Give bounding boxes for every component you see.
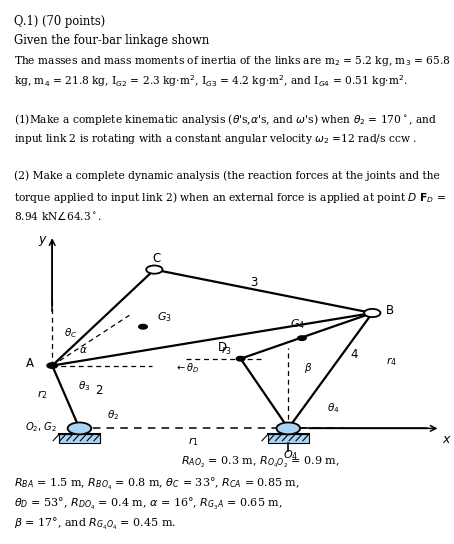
Text: $\leftarrow\theta_D$: $\leftarrow\theta_D$ — [175, 361, 200, 375]
Text: B: B — [386, 304, 394, 317]
Text: (1)Make a complete kinematic analysis ($\theta$'s,$\alpha$'s, and $\omega$'s) wh: (1)Make a complete kinematic analysis ($… — [14, 112, 437, 127]
Text: Given the four-bar linkage shown: Given the four-bar linkage shown — [14, 34, 209, 47]
Text: 3: 3 — [251, 276, 258, 289]
Text: D: D — [218, 341, 227, 354]
Text: $O_4$: $O_4$ — [283, 448, 298, 462]
Circle shape — [47, 363, 57, 368]
Bar — [268, 434, 309, 443]
Text: 4: 4 — [350, 348, 358, 361]
Text: $r_3$: $r_3$ — [222, 344, 232, 357]
Text: $R_{BA}$ = 1.5 m, $R_{BO_4}$ = 0.8 m, $\theta_C$ = 33°, $R_{CA}$ = 0.85 m,: $R_{BA}$ = 1.5 m, $R_{BO_4}$ = 0.8 m, $\… — [14, 475, 299, 492]
Text: 8.94 kN$\angle$64.3$^\circ$.: 8.94 kN$\angle$64.3$^\circ$. — [14, 209, 102, 222]
Text: The masses and mass moments of inertia of the links are m$_2$ = 5.2 kg, m$_3$ = : The masses and mass moments of inertia o… — [14, 54, 450, 68]
Text: $\theta_4$: $\theta_4$ — [327, 401, 340, 415]
Text: $\theta_C$: $\theta_C$ — [64, 327, 77, 341]
Text: C: C — [153, 252, 161, 265]
Text: A: A — [26, 357, 34, 370]
Text: input link 2 is rotating with a constant angular velocity $\omega_2$ =12 rad/s c: input link 2 is rotating with a constant… — [14, 132, 417, 146]
Circle shape — [139, 325, 147, 329]
Text: kg, m$_4$ = 21.8 kg, I$_{G2}$ = 2.3 kg$\cdot$m$^2$, I$_{G3}$ = 4.2 kg$\cdot$m$^2: kg, m$_4$ = 21.8 kg, I$_{G2}$ = 2.3 kg$\… — [14, 73, 407, 89]
Text: y: y — [38, 233, 45, 246]
Text: $O_2$, $G_2$: $O_2$, $G_2$ — [25, 421, 57, 434]
Circle shape — [276, 423, 300, 434]
Text: x: x — [443, 433, 450, 446]
Text: $r_4$: $r_4$ — [386, 355, 397, 368]
Text: $\beta$: $\beta$ — [304, 361, 312, 375]
Text: Q.1) (70 points): Q.1) (70 points) — [14, 15, 105, 28]
Text: $\theta_D$ = 53°, $R_{DO_4}$ = 0.4 m, $\alpha$ = 16°, $R_{G_3A}$ = 0.65 m,: $\theta_D$ = 53°, $R_{DO_4}$ = 0.4 m, $\… — [14, 496, 282, 512]
Circle shape — [364, 309, 380, 317]
Text: $\beta$ = 17°, and $R_{G_4O_4}$ = 0.45 m.: $\beta$ = 17°, and $R_{G_4O_4}$ = 0.45 m… — [14, 516, 176, 533]
Text: $G_3$: $G_3$ — [157, 311, 172, 324]
Text: $G_4$: $G_4$ — [290, 318, 305, 331]
Circle shape — [298, 336, 306, 340]
Text: $r_1$: $r_1$ — [188, 435, 198, 448]
Bar — [59, 434, 100, 443]
Circle shape — [68, 423, 91, 434]
Text: $\theta_3$: $\theta_3$ — [78, 379, 90, 393]
Text: $\alpha$: $\alpha$ — [79, 344, 88, 355]
Text: (2) Make a complete dynamic analysis (the reaction forces at the joints and the: (2) Make a complete dynamic analysis (th… — [14, 170, 439, 181]
Text: 2: 2 — [95, 384, 103, 397]
Text: $\theta_2$: $\theta_2$ — [107, 408, 119, 422]
Circle shape — [146, 265, 163, 274]
Text: torque applied to input link 2) when an external force is applied at point $D$ $: torque applied to input link 2) when an … — [14, 190, 446, 205]
Circle shape — [237, 357, 245, 361]
Text: $R_{AO_2}$ = 0.3 m, $R_{O_4O_2}$ = 0.9 m,: $R_{AO_2}$ = 0.3 m, $R_{O_4O_2}$ = 0.9 m… — [181, 455, 340, 470]
Text: $r_2$: $r_2$ — [37, 388, 48, 401]
